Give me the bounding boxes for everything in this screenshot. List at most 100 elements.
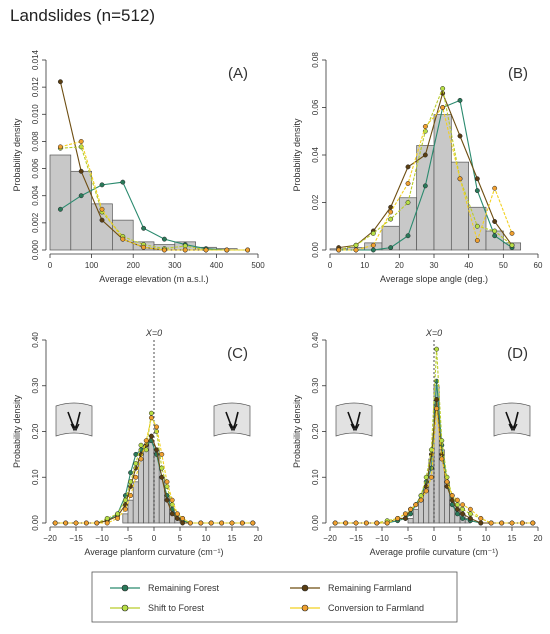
series-point: [104, 515, 110, 521]
series-point: [94, 520, 100, 526]
x-tick-label: 400: [210, 261, 224, 270]
arrow-heads: [70, 423, 80, 432]
series-point: [169, 511, 175, 517]
legend-label: Remaining Forest: [148, 583, 220, 593]
series-point: [224, 247, 230, 253]
series-point: [138, 442, 144, 448]
series-point: [78, 193, 84, 199]
y-axis-label: Probability density: [292, 118, 302, 192]
series-point: [467, 515, 473, 521]
y-tick-label: 0.10: [31, 469, 40, 485]
series-point: [99, 217, 105, 223]
series-point: [73, 520, 79, 526]
series-point: [457, 133, 463, 139]
series-point: [434, 346, 440, 352]
series-point: [492, 233, 498, 239]
straight-slope-icon: [335, 402, 373, 437]
series-point: [343, 520, 349, 526]
y-tick-label: 0.004: [31, 185, 40, 206]
series-point: [148, 415, 154, 421]
x-tick-label: −5: [123, 534, 133, 543]
series-point: [449, 493, 455, 498]
series-point: [467, 506, 473, 512]
histogram-bar: [398, 197, 418, 251]
series-point: [128, 470, 134, 476]
series-point: [402, 511, 408, 517]
series-point: [174, 511, 180, 517]
x-tick-label: 40: [464, 261, 473, 270]
series-point: [133, 451, 139, 457]
series-point: [405, 200, 411, 205]
y-tick-label: 0.02: [311, 194, 320, 210]
series-point: [454, 502, 460, 508]
x-tick-label: 20: [395, 261, 404, 270]
series-point: [413, 502, 419, 508]
y-tick-label: 0.04: [311, 147, 320, 163]
series-point: [336, 247, 342, 253]
x-tick-label: 15: [228, 534, 237, 543]
x-tick-label: 5: [458, 534, 463, 543]
series-point: [128, 493, 134, 498]
legend-item: Conversion to Farmland: [290, 603, 424, 613]
legend-marker: [301, 584, 309, 592]
series-point: [440, 86, 446, 91]
series-point: [208, 520, 214, 526]
legend-item: Remaining Farmland: [290, 583, 412, 593]
series-point: [509, 230, 515, 236]
series-point: [169, 497, 175, 503]
x-tick-label: 0: [48, 261, 53, 270]
histogram-bar: [132, 481, 139, 524]
series-point: [384, 520, 390, 526]
slope-surface: [335, 402, 373, 437]
series-point: [122, 506, 128, 512]
x-axis-label: Average profile curvature (cm⁻¹): [370, 547, 499, 557]
y-tick-label: 0.00: [311, 515, 320, 531]
histogram-bar: [450, 161, 470, 251]
series-point: [530, 520, 536, 526]
series-point: [405, 181, 411, 186]
series-point: [245, 247, 251, 253]
slope-surface: [493, 402, 531, 437]
x-tick-label: 10: [360, 261, 369, 270]
series-point: [148, 433, 154, 439]
series-point: [154, 447, 160, 453]
y-tick-label: 0.002: [31, 212, 40, 233]
series-line: [60, 181, 248, 251]
series-point: [388, 216, 394, 222]
divergent-slope-icon: [213, 402, 251, 437]
y-tick-label: 0.012: [31, 77, 40, 98]
legend-item: Shift to Forest: [110, 603, 205, 613]
y-tick-label: 0.30: [311, 377, 320, 393]
series-point: [229, 520, 235, 526]
series-point: [422, 128, 428, 134]
x-tick-label: 0: [328, 261, 333, 270]
series-point: [133, 461, 139, 466]
series-point: [478, 515, 484, 521]
histogram-bar: [70, 170, 92, 251]
histogram-bar: [418, 499, 424, 524]
chart-panel-2: 0 10 20 30 40 50 60 0.00 0.02 0.04 0.06 0.08 Average…: [292, 52, 543, 284]
chart-panel-4: X=0 −20 −15 −10 −5 0 5 10 15 20 0.00 0.10 0.20 0.30 0.…: [292, 328, 543, 557]
x-tick-label: −20: [323, 534, 337, 543]
series-point: [374, 520, 380, 526]
series-point: [143, 447, 149, 453]
x-tick-label: −10: [375, 534, 389, 543]
series-point: [422, 183, 428, 189]
series-point: [83, 520, 89, 526]
series-point: [128, 479, 134, 485]
series-line: [60, 146, 248, 251]
x-tick-label: 50: [499, 261, 508, 270]
y-tick-label: 0.40: [311, 332, 320, 348]
series-point: [460, 511, 466, 517]
series-point: [332, 520, 338, 526]
series-point: [182, 247, 188, 253]
x-tick-label: −15: [349, 534, 363, 543]
arrow-heads: [228, 423, 238, 432]
series-point: [519, 520, 525, 526]
x-tick-label: 0: [152, 534, 157, 543]
series-point: [492, 219, 498, 224]
convergent-slope-icon: [55, 402, 93, 437]
series-point: [492, 185, 498, 191]
zero-line-label: X=0: [145, 328, 162, 338]
series-point: [440, 105, 446, 110]
